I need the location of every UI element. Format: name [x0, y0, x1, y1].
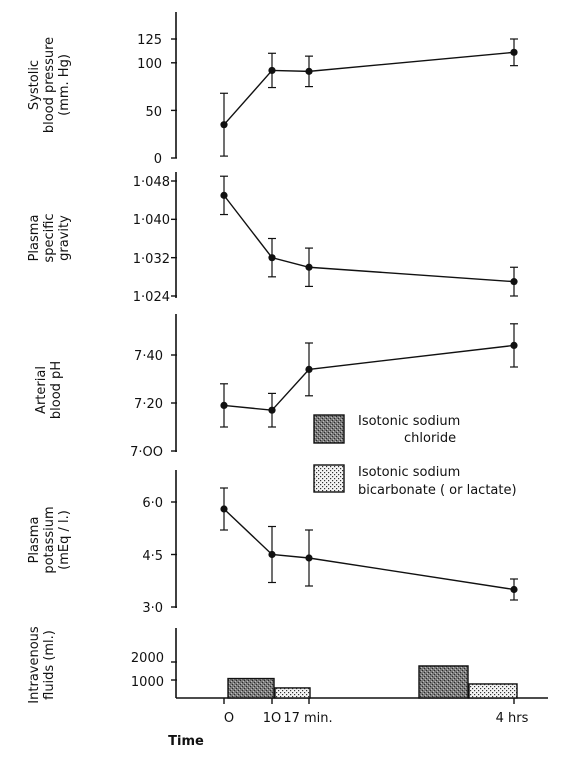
series-line-panel-0 — [223, 51, 515, 126]
x-axis: O 1O 17 min. 4 hrs Time — [168, 711, 528, 749]
data-point-panel-1-pt-1 — [268, 254, 276, 262]
data-point-panel-3-pt-1 — [268, 550, 276, 559]
data-point-panel-2-pt-1 — [268, 406, 276, 414]
y-tick-ph-2: 7·OO — [130, 445, 163, 460]
y-tick-iv-0: 2000 — [131, 651, 164, 666]
y-label-sg-3: gravity — [57, 215, 72, 261]
legend: Isotonic sodium chloride Isotonic sodium… — [313, 414, 517, 498]
x-tick-17: 17 min. — [283, 711, 332, 726]
legend-label-bicarbonate-1: Isotonic sodium — [358, 465, 460, 480]
y-tick-sg-1: 1·040 — [133, 213, 170, 228]
x-tick-10: 1O — [263, 711, 282, 726]
y-label-iv-2: fluids (ml.) — [42, 630, 57, 700]
y-tick-sg-2: 1·032 — [133, 252, 170, 267]
panel-arterial-ph: Arterial blood pH 7·40 7·20 7·OO — [34, 314, 177, 460]
legend-label-chloride-2: chloride — [404, 431, 456, 446]
y-tick-k-2: 3·0 — [142, 601, 163, 616]
y-label-bp-1: Systolic — [27, 60, 42, 110]
data-point-panel-2-pt-2 — [305, 365, 313, 373]
legend-swatch-chloride — [313, 414, 345, 444]
y-label-sg-2: specific — [42, 213, 57, 262]
y-tick-bp-0: 125 — [137, 33, 162, 48]
y-label-sg-1: Plasma — [27, 215, 42, 262]
y-tick-sg-3: 1·024 — [133, 290, 170, 305]
data-point-panel-2-pt-3 — [510, 341, 518, 349]
y-tick-ph-0: 7·40 — [134, 349, 163, 364]
legend-label-chloride-1: Isotonic sodium — [358, 414, 460, 429]
y-label-bp-3: (mm. Hg) — [57, 54, 72, 116]
x-tick-4hrs: 4 hrs — [496, 711, 529, 726]
y-label-bp-2: blood pressure — [42, 37, 57, 133]
y-label-k-3: (mEq / l.) — [57, 510, 72, 570]
legend-label-bicarbonate-2: bicarbonate ( or lactate) — [358, 483, 517, 498]
y-tick-sg-0: 1·048 — [133, 175, 170, 190]
data-point-panel-2-pt-0 — [220, 401, 228, 409]
data-point-panel-3-pt-0 — [220, 505, 228, 513]
data-marks — [171, 38, 518, 704]
series-line-panel-1 — [223, 194, 515, 283]
y-tick-ph-1: 7·20 — [134, 397, 163, 412]
y-tick-bp-3: 0 — [154, 152, 162, 167]
data-point-panel-1-pt-0 — [220, 191, 228, 199]
iv-bar-3 — [468, 683, 518, 699]
y-tick-k-1: 4·5 — [142, 549, 163, 564]
data-point-panel-1-pt-3 — [510, 278, 518, 286]
y-label-k-2: potassium — [42, 506, 57, 573]
series-line-panel-2 — [223, 344, 515, 411]
panel-potassium: Plasma potassium (mEq / l.) 6·0 4·5 3·0 — [27, 470, 177, 616]
iv-bar-2 — [418, 665, 469, 699]
iv-bar-1 — [274, 687, 311, 699]
y-label-iv-1: Intravenous — [27, 626, 42, 704]
y-tick-k-0: 6·0 — [142, 496, 163, 511]
data-point-panel-0-pt-3 — [510, 48, 518, 56]
data-point-panel-0-pt-1 — [268, 66, 276, 75]
x-tick-0: O — [224, 711, 234, 726]
y-label-ph-2: blood pH — [49, 361, 64, 419]
data-point-panel-0-pt-2 — [305, 67, 313, 75]
legend-swatch-bicarbonate — [313, 464, 345, 493]
y-label-ph-1: Arterial — [34, 366, 49, 414]
y-tick-bp-2: 50 — [145, 105, 162, 120]
panel-systolic-bp: Systolic blood pressure (mm. Hg) 125 100… — [27, 12, 177, 167]
y-tick-bp-1: 100 — [137, 57, 162, 72]
data-point-panel-1-pt-2 — [305, 263, 313, 271]
panel-specific-gravity: Plasma specific gravity 1·048 1·040 1·03… — [27, 172, 177, 305]
series-line-panel-3 — [223, 508, 515, 591]
data-point-panel-3-pt-3 — [510, 585, 518, 594]
y-tick-iv-1: 1000 — [131, 675, 164, 690]
data-point-panel-0-pt-0 — [220, 121, 228, 129]
y-label-k-1: Plasma — [27, 517, 42, 564]
iv-bar-0 — [227, 677, 275, 699]
x-axis-label: Time — [168, 734, 204, 749]
data-point-panel-3-pt-2 — [305, 554, 313, 562]
